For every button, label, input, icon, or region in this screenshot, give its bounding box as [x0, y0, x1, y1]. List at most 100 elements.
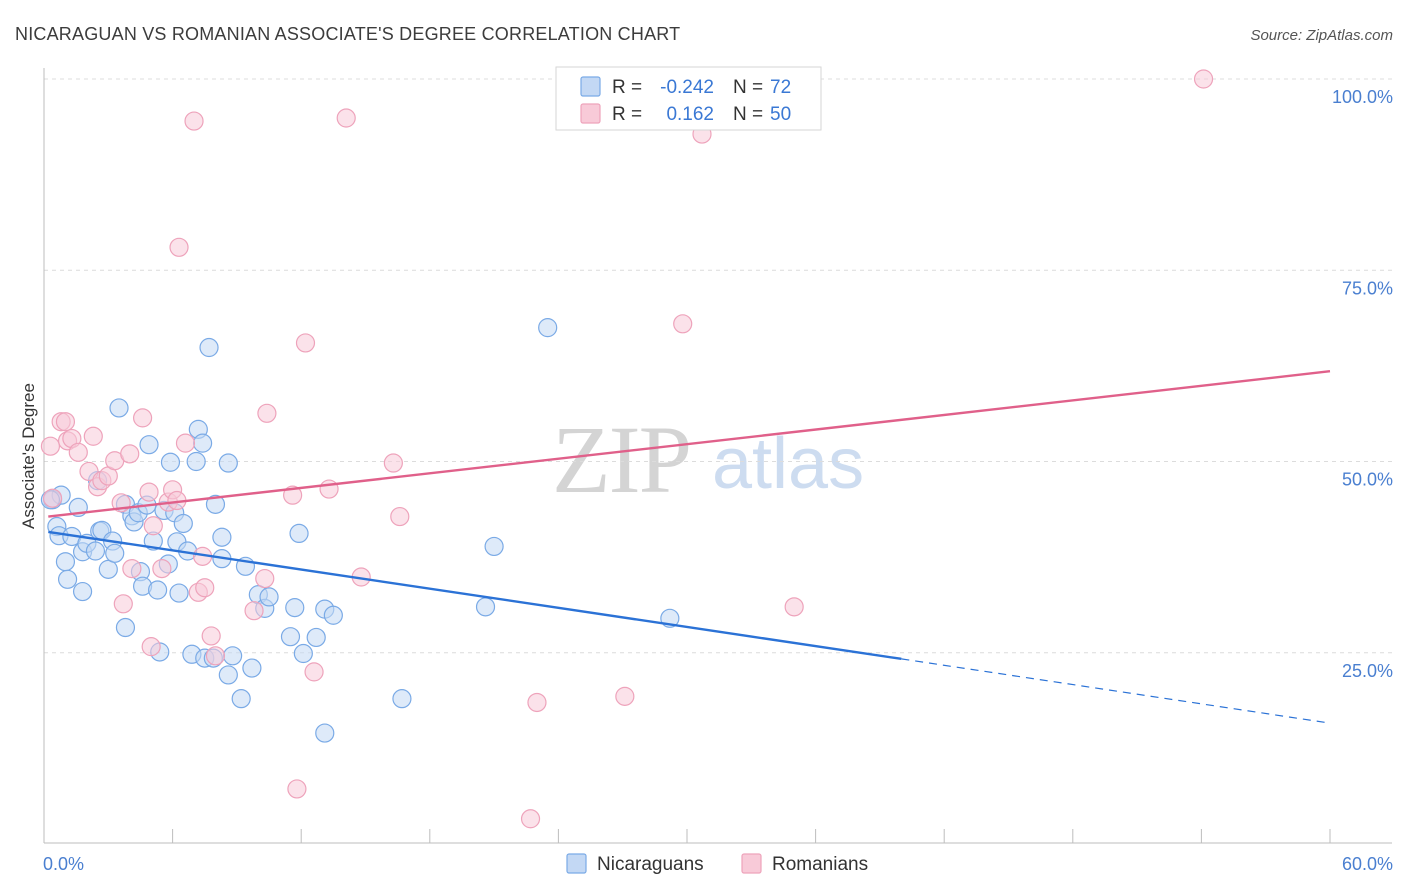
point-romanians-14 — [113, 594, 133, 614]
point-romanians-31 — [201, 626, 221, 646]
point-romanians-47 — [615, 686, 635, 706]
point-nicaraguans-61 — [293, 643, 313, 664]
point-romanians-35 — [257, 403, 277, 423]
point-romanians-37 — [287, 779, 307, 799]
watermark-zip: ZIP — [552, 406, 690, 513]
y-axis-label: Associate's Degree — [19, 383, 38, 529]
point-romanians-34 — [255, 568, 275, 589]
point-romanians-21 — [152, 558, 172, 579]
point-romanians-51 — [1193, 69, 1214, 89]
point-nicaraguans-65 — [315, 723, 335, 743]
point-nicaraguans-67 — [475, 597, 496, 617]
point-nicaraguans-50 — [218, 665, 238, 685]
point-nicaraguans-52 — [231, 689, 251, 709]
trend-line-romanians — [48, 370, 1331, 518]
point-nicaraguans-15 — [98, 559, 118, 579]
legend-r-value-0: -0.242 — [660, 77, 714, 98]
point-nicaraguans-49 — [218, 453, 238, 473]
watermark-atlas: atlas — [712, 424, 864, 504]
y-tick-labels: 25.0% 50.0% 75.0% 100.0% — [1332, 87, 1393, 681]
point-romanians-43 — [383, 453, 403, 473]
trend-line-extension-nicaraguans — [901, 658, 1331, 724]
point-romanians-26 — [175, 433, 196, 453]
point-nicaraguans-68 — [484, 536, 504, 557]
point-romanians-3 — [55, 412, 76, 432]
legend-n-label-1: N = — [733, 104, 763, 125]
point-nicaraguans-57 — [259, 587, 279, 607]
axes — [43, 68, 1392, 844]
point-nicaraguans-10 — [72, 581, 93, 602]
point-nicaraguans-58 — [280, 627, 301, 647]
y-tick-label-75: 75.0% — [1342, 278, 1393, 298]
series-legend-label-nicaraguans: Nicaraguans — [597, 854, 704, 875]
trend-line-nicaraguans — [48, 530, 902, 661]
point-nicaraguans-51 — [223, 646, 243, 666]
point-romanians-39 — [304, 662, 324, 682]
point-romanians-46 — [527, 692, 547, 713]
point-nicaraguans-66 — [392, 689, 412, 709]
series-legend-swatch-nicaraguans — [566, 853, 587, 874]
point-nicaraguans-40 — [186, 451, 206, 472]
chart-source: Source: ZipAtlas.com — [1250, 27, 1393, 44]
point-romanians-36 — [283, 485, 303, 505]
point-romanians-32 — [205, 646, 226, 666]
series-legend-label-romanians: Romanians — [772, 854, 868, 875]
point-nicaraguans-64 — [323, 605, 343, 625]
point-romanians-41 — [336, 108, 356, 128]
point-nicaraguans-29 — [147, 580, 168, 600]
point-romanians-48 — [673, 314, 693, 334]
point-romanians-45 — [520, 809, 541, 829]
legend-n-value-0: 72 — [770, 77, 791, 98]
point-nicaraguans-33 — [160, 452, 181, 472]
point-romanians-25 — [169, 237, 189, 257]
point-romanians-38 — [295, 333, 316, 353]
point-romanians-33 — [244, 601, 264, 621]
point-nicaraguans-4 — [55, 552, 76, 572]
point-nicaraguans-59 — [285, 598, 305, 618]
point-romanians-6 — [68, 442, 88, 462]
point-nicaraguans-60 — [289, 523, 309, 544]
point-romanians-15 — [120, 444, 140, 464]
point-nicaraguans-42 — [193, 433, 213, 453]
points-nicaraguans — [40, 318, 680, 743]
point-nicaraguans-46 — [205, 494, 226, 514]
series-legend: Nicaraguans Romanians — [566, 853, 868, 875]
point-romanians-44 — [390, 506, 410, 527]
point-nicaraguans-27 — [139, 435, 159, 455]
x-ticks — [43, 829, 1331, 843]
trend-lines — [48, 370, 1331, 724]
point-nicaraguans-18 — [109, 398, 129, 418]
point-romanians-20 — [143, 516, 163, 536]
legend-swatch-nicaraguans — [580, 76, 601, 97]
stats-legend: R = -0.242 N = 72 R = 0.162 N = 50 — [555, 66, 822, 131]
legend-n-label-0: N = — [733, 77, 763, 98]
legend-n-value-1: 50 — [770, 104, 791, 125]
chart-title: NICARAGUAN VS ROMANIAN ASSOCIATE'S DEGRE… — [15, 24, 680, 44]
y-tick-label-50: 50.0% — [1342, 470, 1393, 490]
point-romanians-27 — [184, 111, 204, 131]
legend-r-label-1: R = — [612, 104, 642, 125]
point-nicaraguans-62 — [306, 627, 326, 648]
point-romanians-8 — [83, 426, 103, 446]
point-nicaraguans-37 — [173, 513, 193, 534]
point-romanians-50 — [784, 597, 804, 617]
point-nicaraguans-36 — [169, 583, 189, 603]
point-nicaraguans-17 — [105, 543, 125, 563]
point-nicaraguans-11 — [85, 541, 106, 561]
point-nicaraguans-54 — [242, 658, 262, 678]
point-nicaraguans-69 — [538, 318, 558, 338]
x-tick-label-max: 60.0% — [1342, 854, 1393, 874]
y-tick-label-25: 25.0% — [1342, 661, 1393, 681]
point-romanians-30 — [195, 578, 215, 598]
point-nicaraguans-44 — [199, 337, 219, 358]
point-romanians-19 — [141, 637, 161, 657]
points-romanians — [40, 69, 1214, 829]
legend-r-value-1: 0.162 — [666, 104, 714, 125]
x-tick-label-min: 0.0% — [43, 854, 84, 874]
point-romanians-0 — [42, 488, 63, 508]
point-nicaraguans-20 — [115, 617, 136, 638]
point-nicaraguans-48 — [212, 527, 232, 547]
point-romanians-18 — [139, 482, 159, 502]
point-romanians-40 — [319, 479, 339, 499]
